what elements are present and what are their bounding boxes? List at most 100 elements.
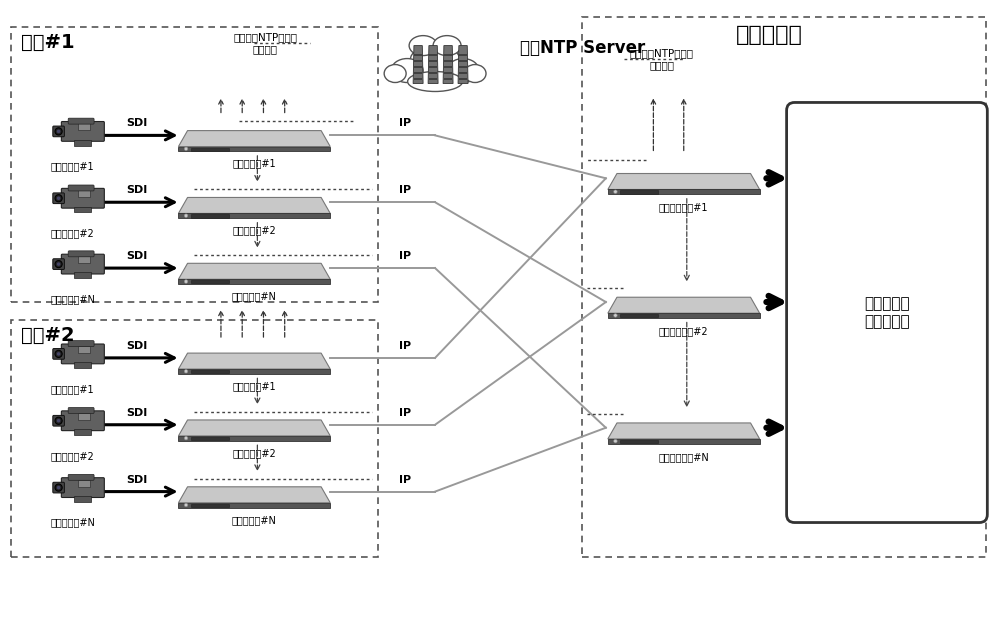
Polygon shape [178,487,330,503]
Polygon shape [608,439,760,444]
Text: 中心制作端: 中心制作端 [736,25,802,45]
Bar [429,66,437,68]
Circle shape [55,350,62,358]
Bar [191,437,229,440]
Circle shape [184,214,188,218]
Polygon shape [178,369,330,374]
Circle shape [55,128,62,135]
Bar [414,53,422,56]
Ellipse shape [410,45,460,76]
Text: 中心端解码器#N: 中心端解码器#N [658,452,709,462]
Bar [414,72,422,74]
Text: SDI: SDI [126,341,147,351]
Bar [191,503,229,507]
Text: 演播室制作
及播出系统: 演播室制作 及播出系统 [864,296,910,329]
FancyBboxPatch shape [61,478,104,497]
FancyBboxPatch shape [78,480,90,487]
Bar [459,72,467,74]
FancyBboxPatch shape [68,340,94,347]
Polygon shape [608,313,760,318]
Polygon shape [178,197,330,213]
Polygon shape [608,423,760,439]
Text: 现场摄像机#N: 现场摄像机#N [50,518,95,528]
Bar [429,53,437,56]
Text: 现场摄像机#2: 现场摄像机#2 [51,451,94,461]
Bar [74,496,91,502]
Polygon shape [608,174,760,190]
FancyBboxPatch shape [53,415,64,426]
FancyBboxPatch shape [787,102,987,523]
Bar [191,280,229,283]
Ellipse shape [391,58,423,82]
FancyBboxPatch shape [61,411,104,431]
FancyBboxPatch shape [68,407,94,414]
Polygon shape [178,213,330,218]
Bar [74,429,91,435]
Text: IP: IP [399,251,411,261]
Bar [11,27,378,302]
FancyBboxPatch shape [61,188,104,208]
Text: 场馆#1: 场馆#1 [21,33,74,51]
FancyBboxPatch shape [53,482,64,493]
Bar [620,440,658,443]
Text: 现场编码器#2: 现场编码器#2 [232,448,276,458]
Circle shape [184,370,188,373]
FancyBboxPatch shape [53,126,64,137]
Ellipse shape [408,71,463,92]
Circle shape [184,436,188,440]
Bar [414,60,422,62]
Bar [191,215,229,218]
FancyBboxPatch shape [61,122,104,141]
FancyBboxPatch shape [68,185,94,191]
Bar [191,148,229,151]
Text: 现场编码器#2: 现场编码器#2 [232,226,276,236]
Bar [459,78,467,81]
FancyBboxPatch shape [61,254,104,274]
Text: IP: IP [399,341,411,351]
Polygon shape [178,353,330,369]
Bar [429,60,437,62]
Ellipse shape [433,35,461,56]
Circle shape [184,147,188,151]
Text: 现场编码器#N: 现场编码器#N [232,515,277,525]
Text: 编码器与NTP服务器
时钟同步: 编码器与NTP服务器 时钟同步 [233,33,297,54]
Bar [459,60,467,62]
Bar [414,78,422,81]
FancyBboxPatch shape [53,348,64,359]
Text: SDI: SDI [126,408,147,418]
Bar [444,60,452,62]
FancyBboxPatch shape [78,413,90,420]
Circle shape [55,417,62,424]
Text: IP: IP [399,474,411,485]
Polygon shape [178,420,330,436]
Text: 现场编码器#1: 现场编码器#1 [233,159,276,169]
Ellipse shape [409,35,437,56]
Circle shape [55,195,62,202]
Text: SDI: SDI [126,118,147,128]
Circle shape [57,262,60,266]
Text: 场馆#2: 场馆#2 [21,326,74,345]
Bar [459,53,467,56]
Polygon shape [178,279,330,284]
Polygon shape [178,436,330,441]
Text: 现场摄像机#N: 现场摄像机#N [50,294,95,304]
Circle shape [57,419,60,422]
Bar [414,66,422,68]
FancyBboxPatch shape [78,123,90,130]
Text: 中心端解码器#2: 中心端解码器#2 [659,326,709,336]
Bar [74,140,91,146]
Text: SDI: SDI [126,474,147,485]
FancyBboxPatch shape [78,256,90,263]
Text: 现场摄像机#2: 现场摄像机#2 [51,228,94,238]
FancyBboxPatch shape [61,344,104,364]
Text: SDI: SDI [126,185,147,195]
Circle shape [57,352,60,356]
Text: IP: IP [399,185,411,195]
Bar [429,72,437,74]
Text: IP: IP [399,118,411,128]
Circle shape [184,280,188,283]
Circle shape [57,486,60,489]
Polygon shape [178,503,330,508]
Bar [11,320,378,557]
Bar [74,272,91,278]
